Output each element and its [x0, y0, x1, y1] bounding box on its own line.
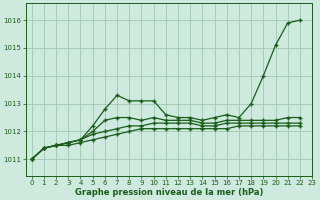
X-axis label: Graphe pression niveau de la mer (hPa): Graphe pression niveau de la mer (hPa)	[75, 188, 263, 197]
